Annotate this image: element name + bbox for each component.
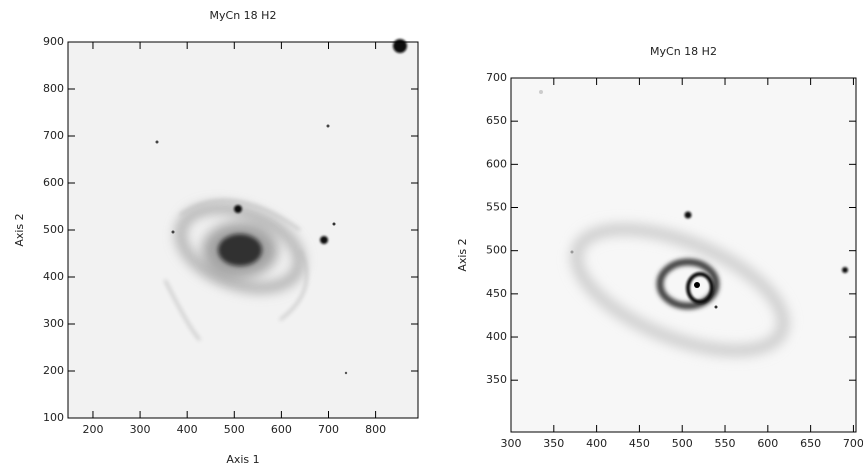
y-tick-label: 200 (43, 364, 64, 377)
y-tick-label: 400 (43, 270, 64, 283)
chart-title: MyCn 18 H2 (210, 9, 277, 22)
x-axis-label: Axis 1 (226, 453, 259, 466)
x-tick-label: 200 (82, 423, 103, 436)
x-tick-label: 300 (501, 437, 522, 450)
y-tick-label: 900 (43, 35, 64, 48)
y-tick-label: 700 (486, 71, 507, 84)
x-tick-label: 400 (586, 437, 607, 450)
y-axis-label: Axis 2 (13, 213, 26, 246)
x-tick-label: 500 (224, 423, 245, 436)
x-tick-label: 800 (365, 423, 386, 436)
y-tick-label: 400 (486, 330, 507, 343)
plot-frame (510, 77, 857, 433)
y-axis-label: Axis 2 (456, 238, 469, 271)
y-tick-label: 500 (43, 223, 64, 236)
y-tick-label: 450 (486, 287, 507, 300)
x-tick-label: 450 (629, 437, 650, 450)
x-tick-label: 600 (757, 437, 778, 450)
y-tick-label: 300 (43, 317, 64, 330)
y-tick-label: 650 (486, 114, 507, 127)
y-tick-label: 700 (43, 129, 64, 142)
image-right (511, 78, 856, 432)
y-tick-label: 550 (486, 201, 507, 214)
x-tick-label: 600 (271, 423, 292, 436)
y-tick-label: 600 (486, 157, 507, 170)
x-tick-label: 500 (672, 437, 693, 450)
y-tick-label: 100 (43, 411, 64, 424)
y-tick-label: 500 (486, 244, 507, 257)
x-tick-label: 650 (800, 437, 821, 450)
image-left (68, 39, 418, 418)
x-tick-label: 300 (130, 423, 151, 436)
y-tick-label: 600 (43, 176, 64, 189)
y-tick-label: 800 (43, 82, 64, 95)
y-tick-label: 350 (486, 373, 507, 386)
x-tick-label: 550 (715, 437, 736, 450)
x-tick-label: 400 (177, 423, 198, 436)
x-tick-label: 700 (318, 423, 339, 436)
x-tick-label: 700 (843, 437, 863, 450)
chart-title: MyCn 18 H2 (650, 45, 717, 58)
x-tick-label: 350 (543, 437, 564, 450)
